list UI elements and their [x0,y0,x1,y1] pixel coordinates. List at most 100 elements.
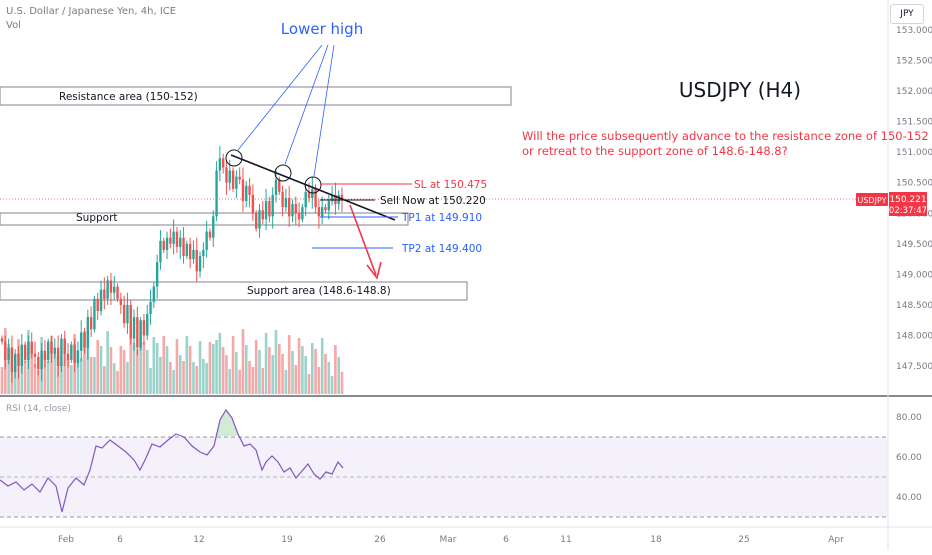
candle-body[interactable] [281,191,284,208]
candle-body[interactable] [56,347,60,366]
resistance-area-label[interactable]: Resistance area (150-152) [59,91,198,103]
candle-body[interactable] [258,210,261,229]
candle-body[interactable] [238,176,241,180]
candle-body[interactable] [307,191,311,198]
candle-body[interactable] [304,191,307,208]
candle-body[interactable] [261,210,264,220]
candle-body[interactable] [340,194,344,200]
candle-body[interactable] [73,344,76,363]
support-area-box[interactable] [0,281,468,301]
candle-body[interactable] [23,344,27,360]
lower-high-circle-2[interactable] [274,164,292,182]
candle-body[interactable] [235,176,238,189]
candle-body[interactable] [40,350,43,370]
candle-body[interactable] [152,286,156,302]
volume-label[interactable]: Vol [6,20,21,31]
candle-body[interactable] [221,158,225,168]
candle-body[interactable] [264,201,268,220]
candle-body[interactable] [50,341,53,354]
candle-body[interactable] [129,304,132,339]
resistance-area-box[interactable] [0,86,512,106]
candle-body[interactable] [330,194,334,202]
symbol-header[interactable]: U.S. Dollar / Japanese Yen, 4h, ICE [6,6,177,17]
candle-body[interactable] [188,243,192,260]
candle-body[interactable] [284,198,288,208]
tp1-label[interactable]: TP1 at 149.910 [401,212,482,224]
candle-body[interactable] [126,304,129,324]
chart-title[interactable]: USDJPY (H4) [679,78,801,102]
candle-body[interactable] [162,240,165,250]
lower-high-circle-1[interactable] [225,149,243,167]
candle-body[interactable] [66,353,70,360]
candle-body[interactable] [205,231,208,250]
candle-body[interactable] [7,347,10,360]
candle-body[interactable] [251,194,255,214]
candle-body[interactable] [20,344,24,366]
candle-body[interactable] [198,256,202,272]
candle-body[interactable] [53,347,57,354]
candle-body[interactable] [63,338,66,354]
lower-high-label[interactable]: Lower high [281,20,363,38]
candle-body[interactable] [294,204,297,214]
candle-body[interactable] [182,237,185,257]
candle-body[interactable] [208,231,212,238]
question-line-1[interactable]: Will the price subsequently advance to t… [522,129,929,143]
candle-body[interactable] [202,249,205,257]
sell-now-label[interactable]: Sell Now at 150.220 [380,195,486,207]
candle-body[interactable] [271,194,274,217]
candle-body[interactable] [225,167,228,183]
candle-body[interactable] [179,237,182,247]
candles[interactable] [0,146,344,383]
candle-body[interactable] [103,289,106,299]
candle-body[interactable] [142,320,146,336]
currency-button[interactable]: JPY [890,4,924,24]
candle-body[interactable] [83,332,86,348]
support-area-label[interactable]: Support area (148.6-148.8) [247,285,391,297]
candle-body[interactable] [0,338,4,342]
candle-body[interactable] [169,237,172,244]
candle-body[interactable] [297,213,301,220]
candle-body[interactable] [159,240,162,263]
candle-body[interactable] [122,304,126,324]
candle-body[interactable] [99,289,103,312]
candle-body[interactable] [146,314,149,336]
descending-trendline[interactable] [230,154,396,221]
candle-body[interactable] [195,249,198,272]
support-box[interactable] [0,212,409,226]
candle-body[interactable] [4,341,7,360]
support-label[interactable]: Support [76,212,118,224]
candle-body[interactable] [116,286,119,299]
candle-body[interactable] [212,216,215,238]
candle-body[interactable] [27,341,30,360]
candle-body[interactable] [76,350,80,363]
candle-body[interactable] [320,207,324,217]
candle-body[interactable] [136,317,139,348]
sell-arrow[interactable] [349,204,377,276]
candle-body[interactable] [278,179,281,192]
candle-body[interactable] [14,353,17,373]
tp2-label[interactable]: TP2 at 149.400 [401,243,482,255]
candle-body[interactable] [33,353,37,357]
candle-body[interactable] [139,320,142,348]
candle-body[interactable] [314,188,317,208]
candle-body[interactable] [155,262,159,287]
candle-body[interactable] [37,356,40,370]
candle-body[interactable] [80,332,83,351]
candle-body[interactable] [119,298,123,305]
candle-body[interactable] [248,185,251,195]
candle-body[interactable] [149,301,152,315]
candle-body[interactable] [317,207,321,217]
candle-body[interactable] [287,198,291,217]
candle-body[interactable] [165,237,169,250]
candle-body[interactable] [324,207,327,211]
candle-body[interactable] [60,338,63,366]
candle-body[interactable] [291,204,294,217]
candle-body[interactable] [132,317,136,339]
candle-body[interactable] [218,158,222,171]
candle-body[interactable] [274,179,278,195]
candle-body[interactable] [231,170,235,189]
rsi-line[interactable] [0,408,344,513]
candle-body[interactable] [245,185,248,202]
